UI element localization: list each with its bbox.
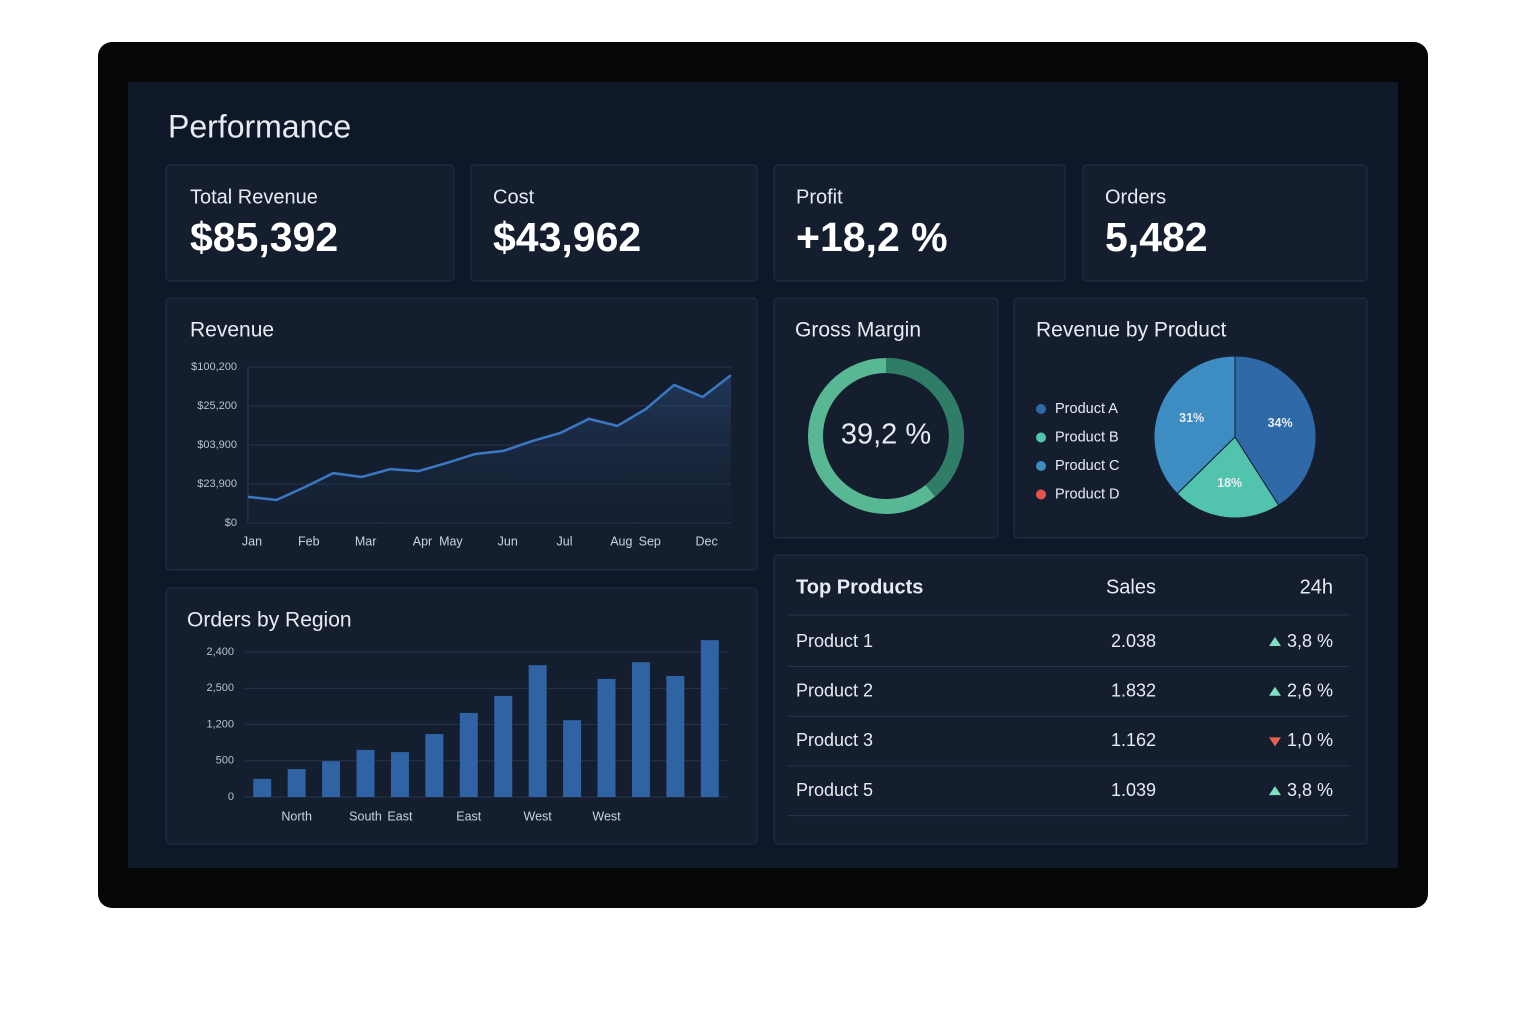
product-change: 1,0 % xyxy=(1287,730,1333,750)
product-name: Product 5 xyxy=(796,780,873,800)
slice-label: 18% xyxy=(1217,476,1242,490)
page-title: Performance xyxy=(168,108,351,144)
pie-slice xyxy=(1153,355,1236,495)
bar xyxy=(631,662,650,797)
y-tick-label: $100,200 xyxy=(191,361,237,373)
bar xyxy=(563,720,582,797)
trend-up xyxy=(1269,637,1281,646)
legend-dot xyxy=(1036,404,1046,414)
line xyxy=(247,374,732,502)
product-sales: 1.162 xyxy=(1111,730,1156,750)
kpi-label: Total Revenue xyxy=(190,186,318,208)
x-tick-label: West xyxy=(524,809,553,823)
x-tick-label: Mar xyxy=(355,534,377,548)
bar xyxy=(666,676,685,797)
kpi-label: Profit xyxy=(796,186,843,208)
x-tick-label: Jan xyxy=(242,534,262,548)
product-name: Product 2 xyxy=(796,680,873,700)
legend-dot xyxy=(1036,489,1046,500)
trend-up xyxy=(1269,686,1281,696)
product-sales: 2.038 xyxy=(1111,631,1156,651)
table-card xyxy=(773,554,1368,845)
product-sales: 1.832 xyxy=(1111,680,1156,700)
y-tick-label: $0 xyxy=(225,517,237,529)
x-tick-label: West xyxy=(592,809,621,823)
slice-label: 31% xyxy=(1179,411,1204,425)
donut-arc xyxy=(885,358,964,497)
y-tick-label: 0 xyxy=(228,791,234,803)
x-tick-label: East xyxy=(387,809,413,823)
kpi-value: 5,482 xyxy=(1105,214,1208,260)
x-tick-label: Jun xyxy=(498,534,518,548)
y-tick-label: 2,500 xyxy=(206,682,234,694)
product-change: 3,8 % xyxy=(1287,780,1333,800)
x-tick-label: Aug xyxy=(610,534,632,548)
table-header: 24h xyxy=(1300,576,1333,598)
bar xyxy=(253,778,272,797)
legend-label: Product C xyxy=(1055,458,1119,474)
product-name: Product 3 xyxy=(796,730,873,750)
product-sales: 1.039 xyxy=(1111,780,1156,800)
trend-down xyxy=(1269,737,1281,747)
product-change: 2,6 % xyxy=(1287,680,1333,700)
x-tick-label: Sep xyxy=(639,534,661,548)
donut-label: 39,2 % xyxy=(841,419,931,451)
bar xyxy=(528,665,547,797)
kpi-value: $85,392 xyxy=(190,214,338,260)
product-name: Product 1 xyxy=(796,631,873,651)
table-header: Top Products xyxy=(796,576,923,598)
kpi-card xyxy=(165,164,455,282)
card-title: Revenue xyxy=(190,319,274,342)
legend-label: Product A xyxy=(1055,401,1118,417)
bar xyxy=(322,761,341,797)
area xyxy=(248,375,731,523)
kpi-card xyxy=(470,164,758,282)
legend-label: Product D xyxy=(1055,486,1119,502)
x-tick-label: North xyxy=(281,809,312,823)
y-tick-label: $23,900 xyxy=(197,478,237,490)
bar xyxy=(459,712,478,797)
y-tick-label: 1,200 xyxy=(206,718,234,730)
y-tick-label: $25,200 xyxy=(197,400,237,412)
slice-label: 34% xyxy=(1268,416,1293,430)
x-tick-label: May xyxy=(439,534,463,548)
y-tick-label: $03,900 xyxy=(197,439,237,451)
bar xyxy=(494,695,513,797)
table-header: Sales xyxy=(1106,576,1156,598)
bar xyxy=(597,678,616,797)
kpi-value: +18,2 % xyxy=(796,214,948,260)
legend-label: Product B xyxy=(1055,429,1119,445)
bar xyxy=(700,640,719,797)
kpi-card xyxy=(1082,164,1368,282)
bar xyxy=(425,733,444,797)
x-tick-label: Feb xyxy=(298,534,320,548)
card-title: Gross Margin xyxy=(795,319,921,342)
kpi-label: Cost xyxy=(493,186,535,208)
bar xyxy=(287,769,306,797)
kpi-card xyxy=(773,164,1066,282)
card-title: Orders by Region xyxy=(187,609,352,632)
trend-up xyxy=(1269,786,1281,796)
x-tick-label: Jul xyxy=(557,534,573,548)
y-tick-label: 500 xyxy=(216,755,234,767)
pie-slice xyxy=(1176,436,1280,519)
product-change: 3,8 % xyxy=(1287,631,1333,651)
x-tick-label: East xyxy=(456,809,482,823)
card-title: Revenue by Product xyxy=(1036,319,1226,342)
x-tick-label: Dec xyxy=(695,534,717,548)
legend-dot xyxy=(1036,432,1046,443)
legend-dot xyxy=(1036,461,1046,471)
x-tick-label: Apr xyxy=(413,534,432,548)
bar xyxy=(356,749,375,797)
bar xyxy=(390,752,409,797)
x-tick-label: South xyxy=(349,809,382,823)
kpi-value: $43,962 xyxy=(493,214,641,260)
kpi-label: Orders xyxy=(1105,186,1166,208)
y-tick-label: 2,400 xyxy=(206,646,234,658)
